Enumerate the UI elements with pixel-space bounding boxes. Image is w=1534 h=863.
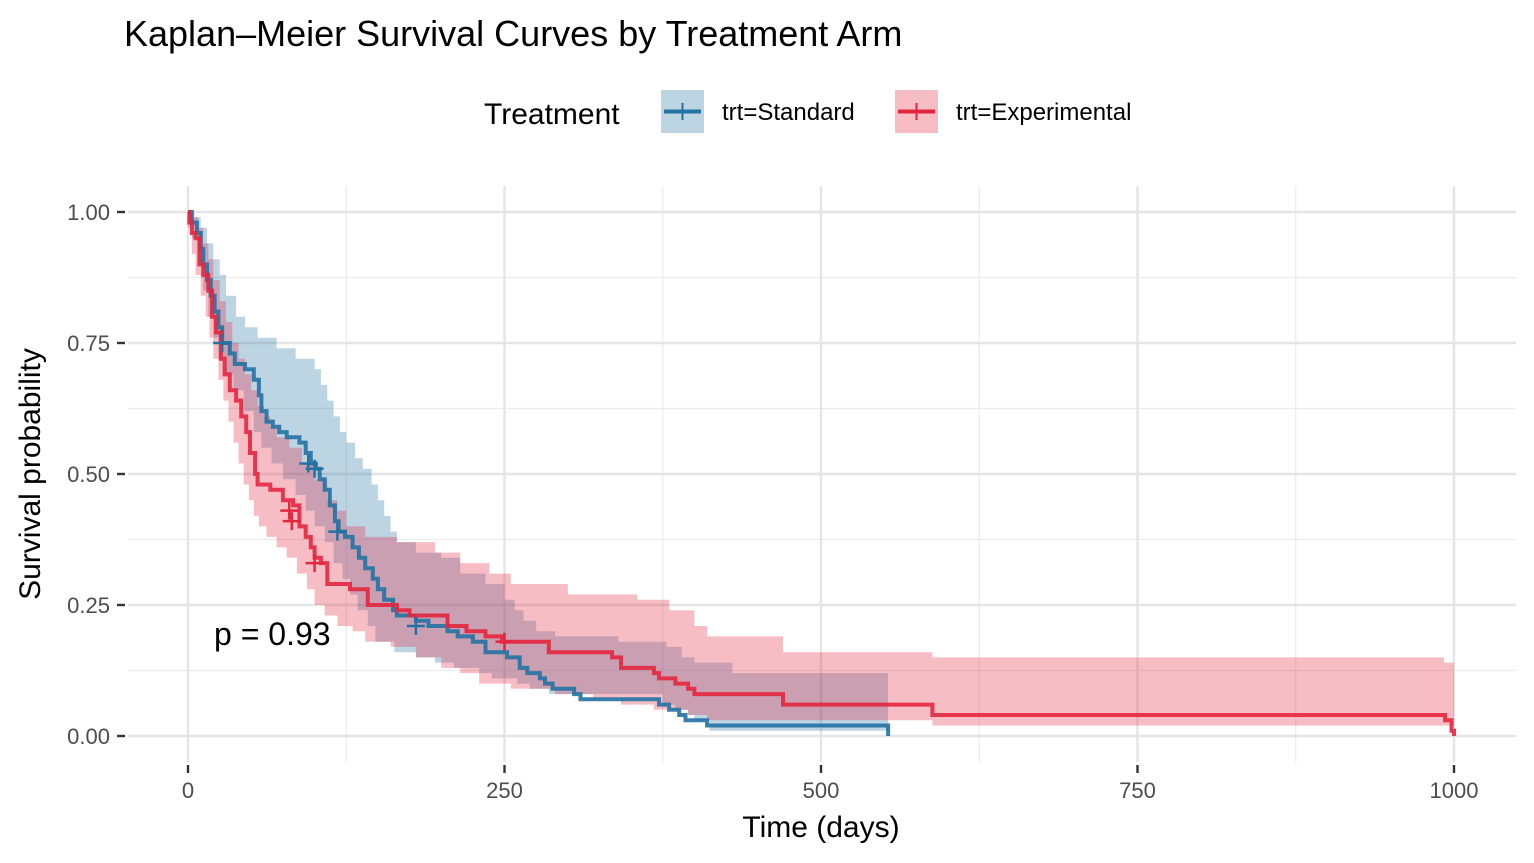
y-axis: 0.00 0.25 0.50 0.75 1.00: [67, 200, 125, 749]
censor-mark-experimental: [280, 501, 299, 520]
x-tick-label: 750: [1119, 778, 1156, 803]
censor-mark-standard: [305, 459, 324, 478]
x-axis: 0 250 500 750 1000: [182, 765, 1479, 803]
y-tick-label: 0.00: [67, 724, 110, 749]
confidence-bands: [188, 212, 1454, 736]
y-tick-label: 0.75: [67, 331, 110, 356]
x-tick-label: 0: [182, 778, 194, 803]
x-tick-label: 1000: [1430, 778, 1479, 803]
y-tick-label: 0.25: [67, 593, 110, 618]
legend: Treatment trt=Standard trt=Experimental: [484, 90, 1131, 133]
p-value-annotation: p = 0.93: [214, 616, 331, 652]
y-tick-label: 1.00: [67, 200, 110, 225]
y-axis-title: Survival probability: [14, 348, 47, 600]
censor-mark-standard: [406, 616, 425, 635]
legend-entry-experimental: trt=Experimental: [895, 90, 1131, 133]
censor-mark-standard: [328, 522, 347, 541]
x-tick-label: 250: [486, 778, 523, 803]
legend-title: Treatment: [484, 98, 620, 131]
censor-mark-standard: [213, 334, 232, 352]
chart-title: Kaplan–Meier Survival Curves by Treatmen…: [124, 13, 902, 54]
ci-band-standard: [188, 212, 889, 731]
legend-label-standard: trt=Standard: [722, 99, 855, 126]
censor-mark-experimental: [282, 512, 301, 531]
grid-major: [128, 186, 1516, 762]
censor-mark-experimental: [495, 632, 514, 651]
x-tick-label: 500: [803, 778, 840, 803]
ci-band-experimental: [188, 212, 1454, 736]
survival-curve-experimental: [187, 210, 1456, 736]
y-tick-label: 0.50: [67, 462, 110, 487]
legend-label-experimental: trt=Experimental: [956, 99, 1131, 126]
censor-mark-experimental: [305, 554, 324, 573]
legend-entry-standard: trt=Standard: [661, 90, 855, 133]
x-axis-title: Time (days): [742, 811, 899, 844]
censor-marks: [213, 334, 514, 651]
